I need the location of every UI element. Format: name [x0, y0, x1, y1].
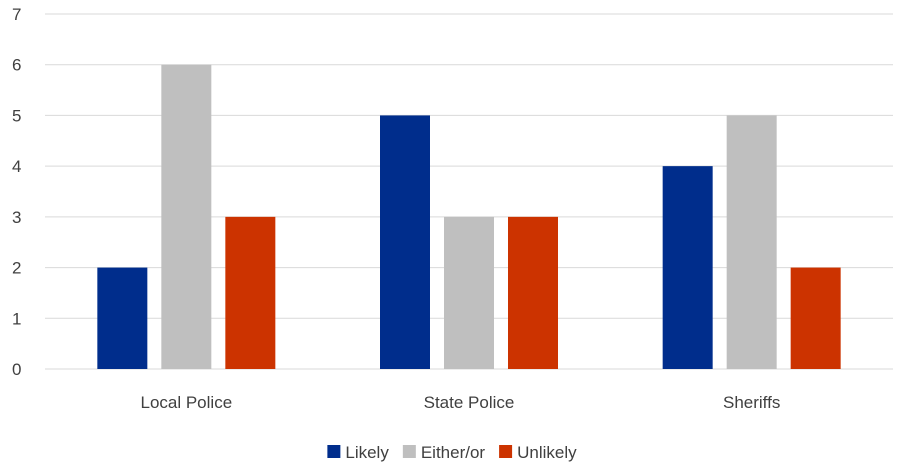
legend-swatch	[499, 445, 513, 458]
y-tick-label: 2	[12, 259, 21, 278]
bar-either-or-state-police	[444, 216, 494, 369]
x-category-label: Local Police	[140, 393, 232, 412]
legend-label: Unlikely	[517, 443, 577, 462]
y-tick-label: 0	[12, 360, 21, 379]
bar-either-or-sheriffs	[726, 115, 777, 369]
bar-either-or-local-police	[161, 64, 212, 369]
x-axis-category-labels: Local Police State Police Sheriffs	[140, 393, 780, 412]
x-category-label: Sheriffs	[723, 393, 780, 412]
y-tick-label: 1	[12, 309, 21, 328]
legend-label: Either/or	[421, 443, 486, 462]
y-axis-tick-labels: 0 1 2 3 4 5 6 7	[12, 5, 21, 379]
bar-unlikely-sheriffs	[790, 267, 841, 369]
bars	[97, 64, 841, 369]
y-tick-label: 4	[12, 157, 21, 176]
legend: Likely Either/or Unlikely	[327, 443, 577, 462]
legend-swatch	[402, 445, 416, 458]
legend-label: Likely	[345, 443, 389, 462]
y-tick-label: 7	[12, 5, 21, 24]
y-tick-label: 5	[12, 106, 21, 125]
y-tick-label: 3	[12, 208, 21, 227]
bar-likely-state-police	[380, 115, 430, 369]
legend-swatch	[327, 445, 341, 458]
y-tick-label: 6	[12, 56, 21, 75]
bar-likely-local-police	[97, 267, 148, 369]
x-category-label: State Police	[424, 393, 515, 412]
bar-likely-sheriffs	[662, 166, 713, 369]
bar-unlikely-state-police	[508, 216, 558, 369]
bar-unlikely-local-police	[225, 216, 276, 369]
